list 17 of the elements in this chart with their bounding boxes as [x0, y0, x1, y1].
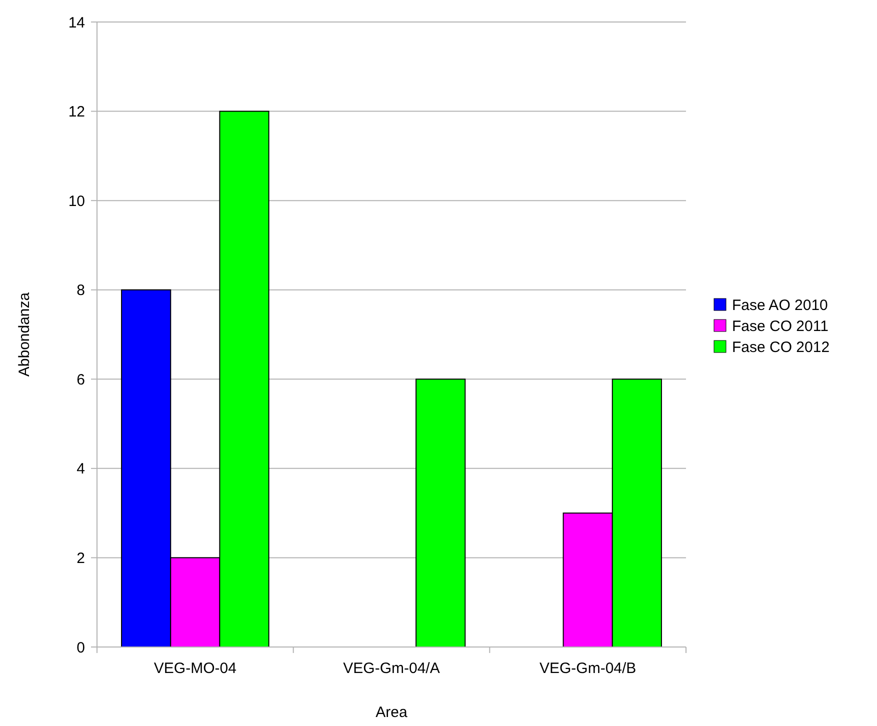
x-tick-label: VEG-Gm-04/B [539, 660, 636, 677]
legend-label: Fase CO 2012 [732, 338, 830, 356]
y-tick-label: 14 [68, 14, 85, 32]
x-tick-label: VEG-MO-04 [154, 660, 236, 677]
legend-label: Fase AO 2010 [732, 296, 828, 314]
bar [416, 378, 466, 648]
x-tick-label: VEG-Gm-04/A [343, 660, 440, 677]
y-tick-label: 6 [76, 371, 85, 388]
y-tick-label: 12 [68, 104, 85, 121]
y-tick-label: 2 [76, 550, 85, 567]
y-tick-label: 8 [76, 282, 85, 300]
y-tick-label: 0 [76, 639, 85, 656]
y-tick-label: 10 [68, 192, 85, 210]
y-axis-title: Abbondanza [16, 292, 33, 377]
x-axis-title: Area [376, 704, 408, 721]
legend-label: Fase CO 2011 [732, 318, 828, 335]
y-tick-label: 4 [76, 460, 85, 478]
